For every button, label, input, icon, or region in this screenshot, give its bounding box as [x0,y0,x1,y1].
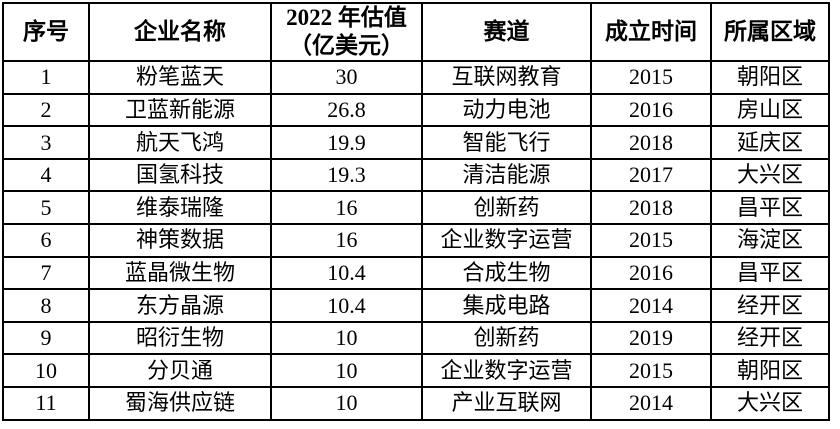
cell-district: 大兴区 [710,157,830,193]
cell-valuation: 10 [270,386,423,421]
cell-valuation: 10.4 [270,288,423,323]
cell-name: 国氢科技 [88,157,272,193]
company-valuation-table-wrap: 序号 企业名称 2022 年估值 （亿美元） 赛道 成立时间 所属区域 1 粉笔蓝天 30 互联… [2,1,830,421]
cell-district: 朝阳区 [710,353,830,389]
cell-founded: 2015 [590,60,712,95]
table-row: 10 分贝通 10 企业数字运营 2015 朝阳区 [2,353,830,389]
cell-index: 11 [2,386,90,421]
table-header-row: 序号 企业名称 2022 年估值 （亿美元） 赛道 成立时间 所属区域 [2,1,830,63]
table-row: 5 维泰瑞隆 16 创新药 2018 昌平区 [2,190,830,226]
cell-founded: 2018 [590,125,712,160]
cell-index: 6 [2,223,90,258]
cell-district: 延庆区 [710,125,830,160]
cell-founded: 2019 [590,320,712,356]
table-row: 2 卫蓝新能源 26.8 动力电池 2016 房山区 [2,92,830,128]
cell-track: 企业数字运营 [421,353,592,389]
cell-district: 朝阳区 [710,60,830,95]
cell-name: 维泰瑞隆 [88,190,272,226]
cell-valuation: 16 [270,190,423,226]
table-row: 7 蓝晶微生物 10.4 合成生物 2016 昌平区 [2,255,830,291]
cell-founded: 2014 [590,386,712,421]
cell-index: 5 [2,190,90,226]
company-valuation-table: 序号 企业名称 2022 年估值 （亿美元） 赛道 成立时间 所属区域 1 粉笔蓝天 30 互联… [2,1,830,421]
table-row: 11 蜀海供应链 10 产业互联网 2014 大兴区 [2,386,830,421]
cell-name: 蜀海供应链 [88,386,272,421]
cell-valuation: 19.3 [270,157,423,193]
column-header-valuation: 2022 年估值 （亿美元） [270,1,423,63]
cell-district: 经开区 [710,320,830,356]
cell-valuation: 26.8 [270,92,423,128]
cell-district: 昌平区 [710,190,830,226]
cell-district: 大兴区 [710,386,830,421]
cell-track: 动力电池 [421,92,592,128]
table-row: 4 国氢科技 19.3 清洁能源 2017 大兴区 [2,157,830,193]
cell-name: 蓝晶微生物 [88,255,272,291]
cell-track: 智能飞行 [421,125,592,160]
cell-founded: 2015 [590,223,712,258]
cell-district: 房山区 [710,92,830,128]
cell-valuation: 10 [270,320,423,356]
column-header-track: 赛道 [421,1,592,63]
cell-valuation: 10.4 [270,255,423,291]
cell-track: 集成电路 [421,288,592,323]
cell-index: 3 [2,125,90,160]
cell-valuation: 30 [270,60,423,95]
cell-founded: 2016 [590,92,712,128]
cell-index: 7 [2,255,90,291]
cell-track: 清洁能源 [421,157,592,193]
table-row: 8 东方晶源 10.4 集成电路 2014 经开区 [2,288,830,323]
cell-track: 创新药 [421,320,592,356]
cell-name: 神策数据 [88,223,272,258]
cell-founded: 2014 [590,288,712,323]
cell-district: 海淀区 [710,223,830,258]
cell-track: 合成生物 [421,255,592,291]
cell-founded: 2017 [590,157,712,193]
column-header-index: 序号 [2,1,90,63]
cell-track: 产业互联网 [421,386,592,421]
column-header-name: 企业名称 [88,1,272,63]
cell-founded: 2016 [590,255,712,291]
column-header-district: 所属区域 [710,1,830,63]
cell-name: 昭衍生物 [88,320,272,356]
table-row: 9 昭衍生物 10 创新药 2019 经开区 [2,320,830,356]
column-header-founded: 成立时间 [590,1,712,63]
cell-index: 10 [2,353,90,389]
table-row: 1 粉笔蓝天 30 互联网教育 2015 朝阳区 [2,60,830,95]
table-body: 1 粉笔蓝天 30 互联网教育 2015 朝阳区 2 卫蓝新能源 26.8 动力电池 2016 房山区… [2,60,830,421]
cell-track: 创新药 [421,190,592,226]
cell-index: 4 [2,157,90,193]
cell-index: 8 [2,288,90,323]
cell-name: 东方晶源 [88,288,272,323]
cell-index: 1 [2,60,90,95]
table-row: 3 航天飞鸿 19.9 智能飞行 2018 延庆区 [2,125,830,160]
cell-index: 2 [2,92,90,128]
cell-district: 昌平区 [710,255,830,291]
cell-name: 航天飞鸿 [88,125,272,160]
cell-valuation: 19.9 [270,125,423,160]
cell-valuation: 16 [270,223,423,258]
table-row: 6 神策数据 16 企业数字运营 2015 海淀区 [2,223,830,258]
cell-founded: 2015 [590,353,712,389]
cell-name: 粉笔蓝天 [88,60,272,95]
cell-valuation: 10 [270,353,423,389]
cell-index: 9 [2,320,90,356]
cell-name: 分贝通 [88,353,272,389]
cell-district: 经开区 [710,288,830,323]
cell-track: 企业数字运营 [421,223,592,258]
cell-founded: 2018 [590,190,712,226]
cell-name: 卫蓝新能源 [88,92,272,128]
cell-track: 互联网教育 [421,60,592,95]
